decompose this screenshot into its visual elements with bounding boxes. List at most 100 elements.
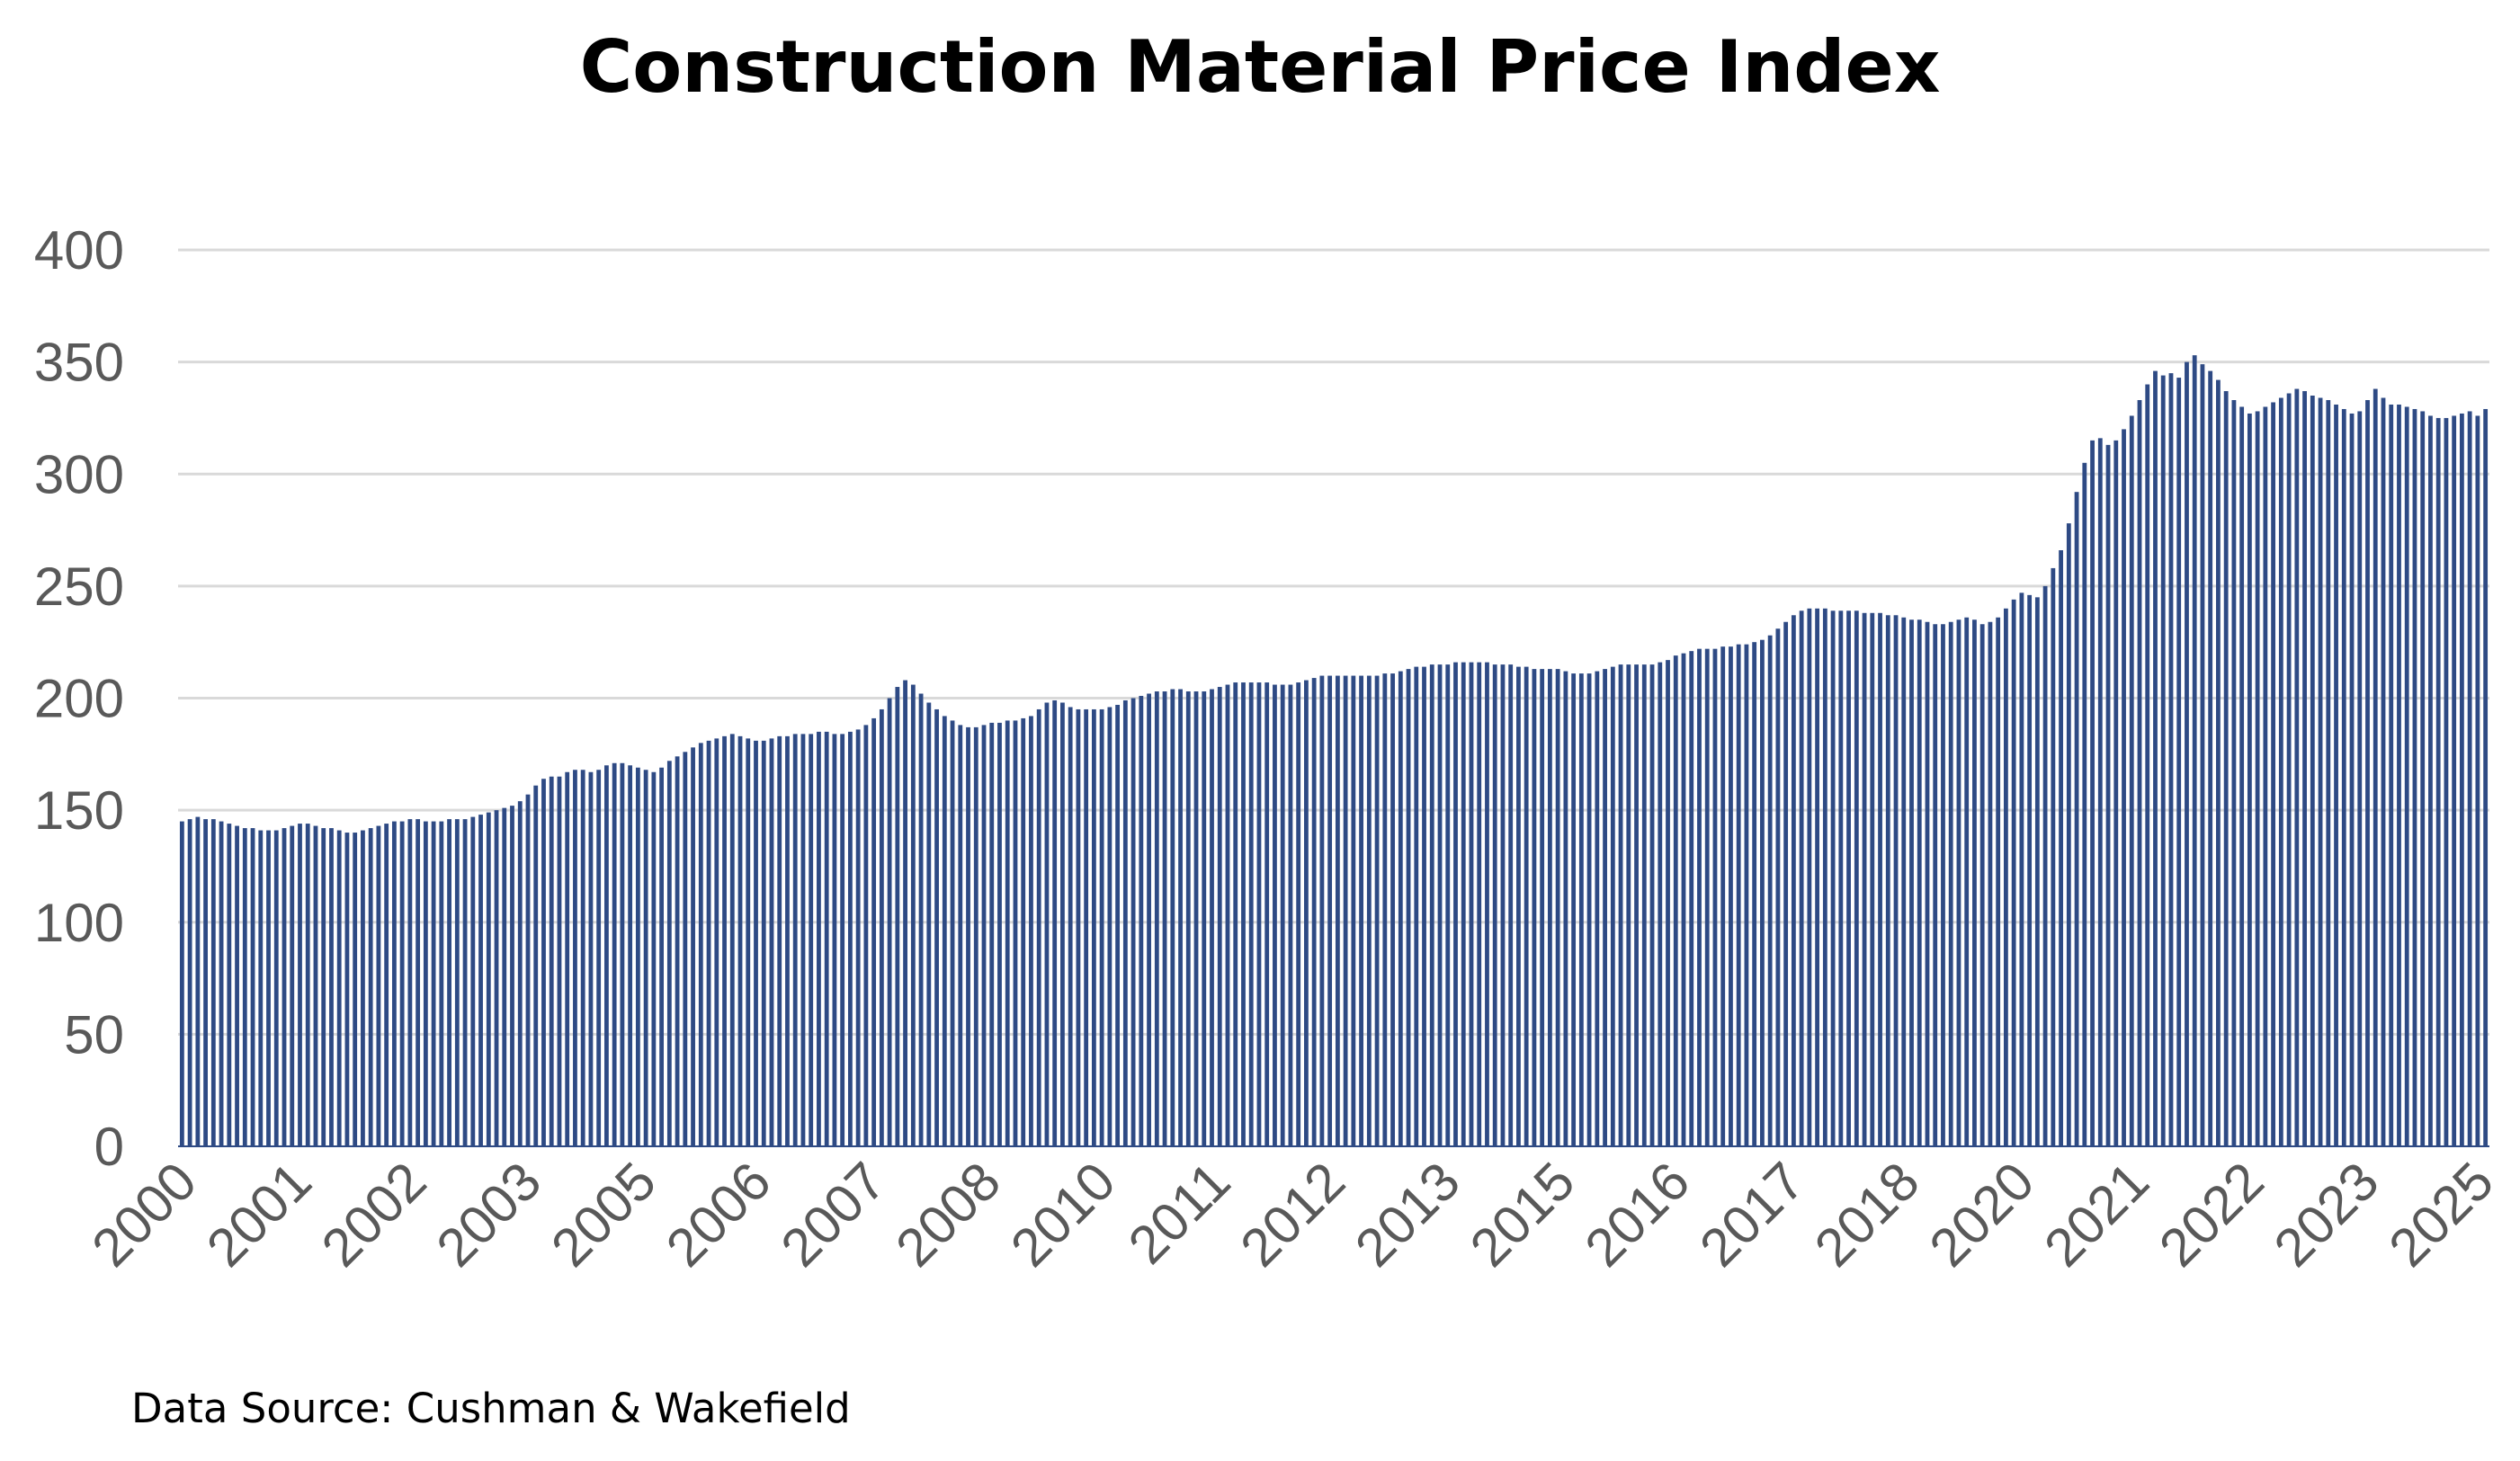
bar: [305, 824, 310, 1146]
bar: [942, 716, 947, 1146]
bar: [1185, 691, 1191, 1146]
bar: [1925, 621, 1930, 1146]
bar: [737, 735, 743, 1146]
bar: [2294, 388, 2300, 1146]
bar: [1909, 619, 1914, 1146]
bar: [1830, 610, 1836, 1146]
bar: [997, 722, 1002, 1146]
x-tick-label: 2011: [1117, 1151, 1242, 1276]
bar: [242, 828, 247, 1146]
bar: [1154, 691, 1159, 1146]
bar: [2420, 411, 2426, 1147]
bar: [1610, 666, 1615, 1146]
bar: [2310, 396, 2315, 1146]
bar: [329, 828, 334, 1146]
bar: [1979, 624, 1985, 1146]
bar: [1406, 669, 1411, 1146]
bar: [777, 735, 782, 1146]
bar: [336, 830, 342, 1146]
bar: [1964, 617, 1970, 1146]
x-tick-label: 2020: [1918, 1151, 2046, 1278]
bar: [1052, 699, 1058, 1146]
bar: [1571, 673, 1577, 1146]
bar: [549, 776, 554, 1146]
bar: [1359, 675, 1363, 1146]
bar: [1170, 689, 1175, 1146]
bar: [1115, 704, 1121, 1146]
bar: [659, 767, 665, 1146]
bar: [2122, 429, 2126, 1146]
bar: [2326, 400, 2331, 1146]
bar: [1273, 684, 1277, 1146]
bar: [832, 734, 837, 1146]
x-tick-label: 2002: [310, 1151, 438, 1278]
bar: [2066, 523, 2071, 1146]
bar: [2381, 397, 2386, 1146]
y-tick-label: 200: [34, 669, 124, 729]
bar: [1382, 673, 1388, 1146]
bar: [769, 738, 774, 1146]
bar: [1862, 612, 1867, 1146]
bar: [1720, 646, 1726, 1146]
bar: [2129, 415, 2134, 1146]
bar: [1469, 662, 1474, 1146]
bar: [580, 770, 585, 1146]
bar: [2074, 492, 2079, 1146]
bar: [895, 687, 900, 1146]
bar: [2357, 411, 2363, 1147]
x-tick-label: 2001: [195, 1151, 323, 1278]
bar: [266, 830, 271, 1146]
bar: [2145, 384, 2150, 1146]
bar: [698, 743, 703, 1146]
bar: [2113, 440, 2119, 1146]
bar: [918, 693, 924, 1146]
bar: [1775, 628, 1781, 1146]
bar: [1767, 635, 1773, 1146]
bar: [1068, 707, 1073, 1146]
bar: [1453, 662, 1458, 1146]
bar: [2389, 404, 2394, 1147]
bar: [187, 819, 192, 1146]
bar: [2452, 415, 2457, 1146]
bar: [1712, 648, 1718, 1146]
bar: [1917, 619, 1922, 1146]
bar: [1304, 680, 1309, 1146]
bar: [2247, 413, 2252, 1146]
bar: [1335, 675, 1340, 1146]
bar: [235, 825, 239, 1146]
bar: [376, 825, 381, 1146]
bar: [1280, 684, 1285, 1146]
bar: [981, 725, 987, 1146]
bar: [2435, 417, 2441, 1146]
bar: [565, 771, 570, 1146]
bar: [1107, 707, 1113, 1146]
bar: [1697, 648, 1702, 1146]
bar: [462, 819, 468, 1146]
bar: [510, 806, 514, 1146]
bar: [250, 828, 255, 1146]
x-tick-label: 2005: [540, 1151, 667, 1278]
bar: [903, 680, 907, 1146]
bar: [1948, 621, 1953, 1146]
bar: [1760, 639, 1765, 1146]
bar: [1327, 675, 1333, 1146]
bar: [533, 785, 539, 1146]
bar: [1193, 691, 1199, 1146]
bar: [502, 807, 507, 1146]
x-tick-label: 2022: [2148, 1151, 2275, 1278]
bar: [824, 731, 829, 1146]
bar: [399, 821, 405, 1146]
bar: [2216, 379, 2221, 1146]
bar: [2404, 406, 2409, 1147]
bar: [1941, 624, 1945, 1146]
bar: [1217, 687, 1222, 1146]
bar: [2475, 415, 2480, 1146]
bar: [1595, 671, 1600, 1146]
y-tick-label: 50: [64, 1004, 124, 1065]
bar: [2153, 370, 2158, 1147]
bar: [2011, 599, 2016, 1146]
bar: [391, 821, 397, 1146]
bar: [1202, 691, 1207, 1146]
bar: [2042, 585, 2048, 1147]
bar: [486, 812, 491, 1146]
